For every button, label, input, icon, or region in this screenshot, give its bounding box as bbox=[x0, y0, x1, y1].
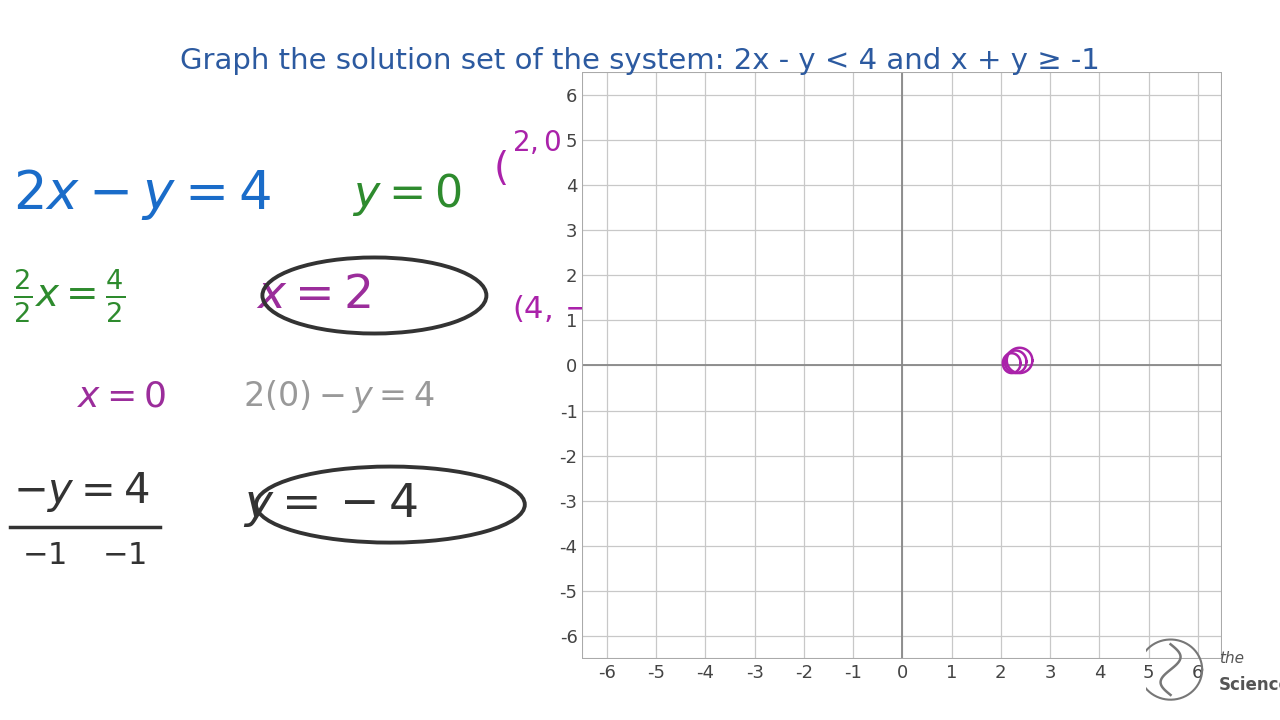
Text: the: the bbox=[1219, 652, 1244, 666]
Text: $($: $($ bbox=[493, 149, 507, 188]
Text: $-1$: $-1$ bbox=[102, 541, 146, 570]
Text: $-y=4$: $-y=4$ bbox=[13, 470, 150, 514]
Text: $2x-y=4$: $2x-y=4$ bbox=[13, 166, 271, 222]
Text: $2(0)-y=4$: $2(0)-y=4$ bbox=[243, 379, 435, 415]
Text: Graph the solution set of the system: 2x - y < 4 and x + y ≥ -1: Graph the solution set of the system: 2x… bbox=[180, 48, 1100, 75]
Text: $\frac{2}{2}x=\frac{4}{2}$: $\frac{2}{2}x=\frac{4}{2}$ bbox=[13, 266, 125, 325]
Text: $-1$: $-1$ bbox=[22, 541, 67, 570]
Text: $x=0$: $x=0$ bbox=[77, 380, 166, 414]
Text: $y = -4$: $y = -4$ bbox=[243, 480, 417, 528]
Text: $(4,-4)$: $(4,-4)$ bbox=[512, 292, 627, 324]
Text: $y=0$: $y=0$ bbox=[352, 171, 461, 217]
Text: $x = 2$: $x = 2$ bbox=[256, 273, 370, 318]
Text: Sciences: Sciences bbox=[1219, 677, 1280, 694]
Text: $)$: $)$ bbox=[589, 149, 603, 188]
Text: $2,0$: $2,0$ bbox=[512, 130, 562, 158]
